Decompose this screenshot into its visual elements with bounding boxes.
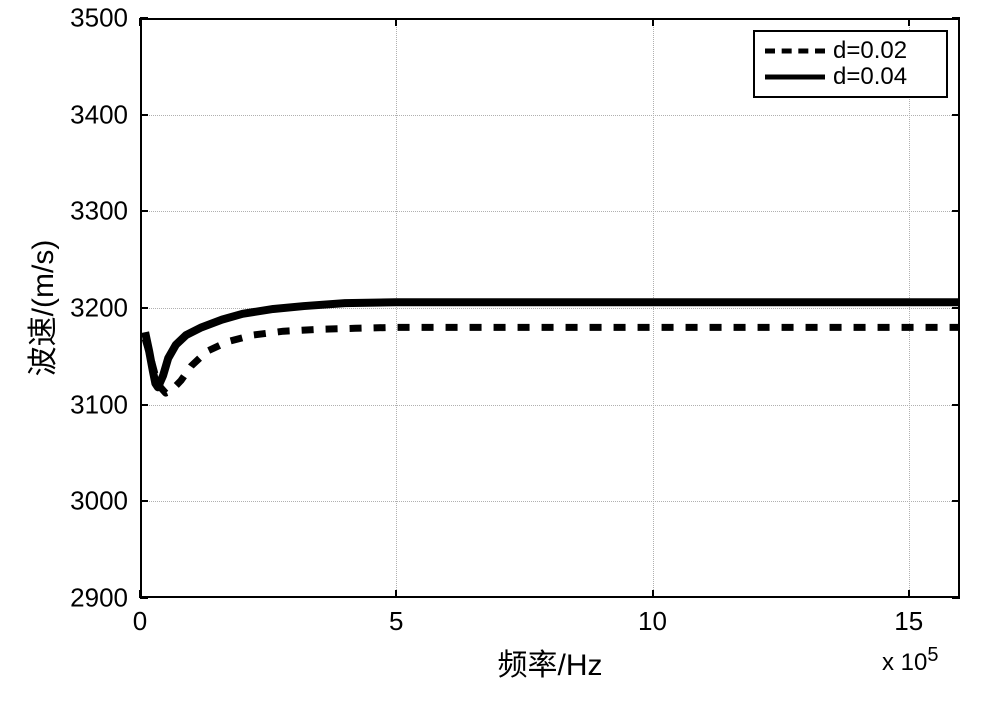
chart-svg — [140, 18, 960, 598]
x-axis-label: 频率/Hz — [498, 640, 603, 684]
x-tick-label: 0 — [133, 606, 147, 637]
x-exponent-label: x 105 — [882, 644, 939, 677]
y-tick-label: 3200 — [70, 293, 128, 324]
y-tick-label: 3000 — [70, 486, 128, 517]
legend: d=0.02d=0.04 — [753, 30, 948, 98]
wave-speed-chart: d=0.02d=0.04 2900 3000 3100 3200 3300 3400 350… — [0, 0, 1000, 704]
legend-label: d=0.04 — [833, 63, 907, 91]
y-tick-label: 3300 — [70, 196, 128, 227]
legend-item: d=0.04 — [765, 64, 936, 90]
y-tick-label: 3500 — [70, 3, 128, 34]
x-tick-label: 5 — [389, 606, 403, 637]
y-axis-label: 波速/(m/s) — [18, 240, 62, 377]
legend-item: d=0.02 — [765, 38, 936, 64]
y-tick-label: 3400 — [70, 99, 128, 130]
series-d=0.02 — [145, 327, 960, 393]
x-tick-label: 10 — [638, 606, 667, 637]
legend-label: d=0.02 — [833, 37, 907, 65]
plot-area: d=0.02d=0.04 290030003100320033003400350… — [140, 18, 960, 598]
y-tick-label: 3100 — [70, 389, 128, 420]
x-tick-label: 15 — [894, 606, 923, 637]
series-d=0.04 — [145, 302, 960, 387]
y-tick-label: 2900 — [70, 583, 128, 614]
